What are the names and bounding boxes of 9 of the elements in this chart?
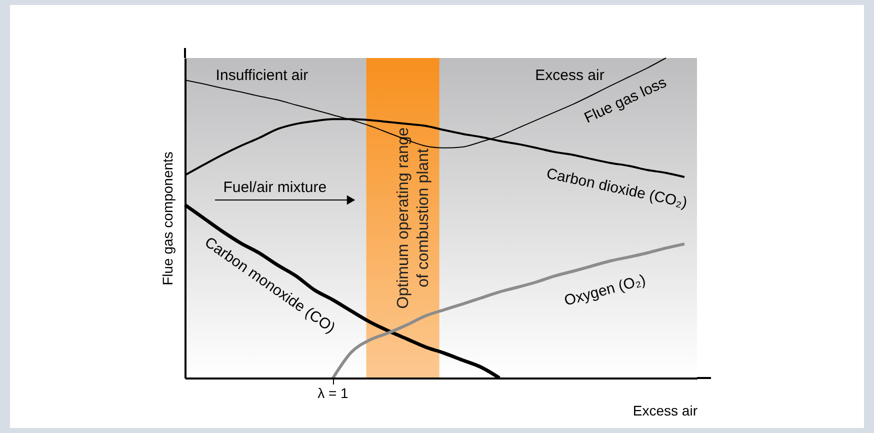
text: Oxygen (O₂): [562, 271, 648, 310]
annotation: Optimum operating range of combustion plant: [394, 127, 432, 309]
y-axis-title: Flue gas components: [160, 152, 176, 286]
annotation: Insufficient air: [216, 66, 308, 84]
text: λ = 1: [318, 385, 349, 401]
annotation: Fuel/air mixture: [223, 178, 327, 196]
text: Carbon dioxide (CO₂): [544, 165, 689, 212]
annotation: Excess air: [535, 66, 604, 84]
x-axis-title: Excess air: [632, 402, 698, 418]
